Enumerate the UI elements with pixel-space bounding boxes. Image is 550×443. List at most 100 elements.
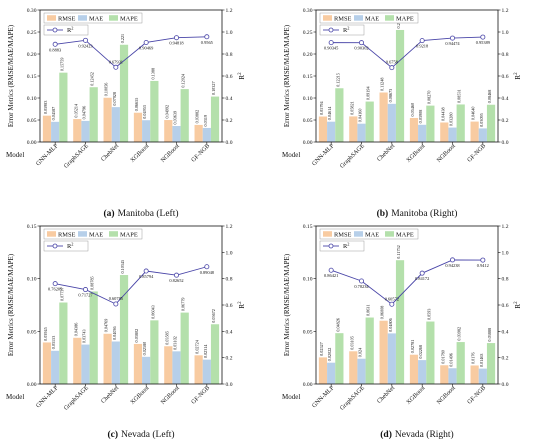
- bar-rmse-1: [73, 119, 82, 142]
- chart-panel-b: 0.05794 0.04614 0.12215 GNN-MLP 0.05821 0.041…: [282, 8, 522, 219]
- legend-swatch-rmse: [47, 15, 56, 21]
- legend-label-r2: R2: [343, 242, 349, 251]
- bar-mae-4: [172, 125, 181, 142]
- panel-caption: (c) Nevada (Left): [107, 429, 174, 440]
- y2-axis-title-sup: 2: [238, 72, 243, 75]
- y-tick-label-1: 0.05: [27, 329, 37, 335]
- legend-label-r2-main: R: [343, 27, 348, 34]
- bar-mape-2: [119, 275, 129, 384]
- bar-mape-2: [395, 260, 405, 384]
- data-label-rmse-5: 0.04640: [471, 106, 476, 120]
- r2-point-2: [389, 65, 395, 71]
- bar-mae-5: [478, 368, 487, 384]
- panel-caption: (b) Manitoba (Right): [377, 208, 458, 219]
- category-label-3: XGBoost: [129, 142, 151, 164]
- y2-tick-label-3: 0.6: [226, 303, 233, 309]
- bar-mae-5: [202, 359, 211, 384]
- r2-label-2: 0.60572: [385, 296, 399, 301]
- legend-swatch-mae: [354, 15, 363, 21]
- y2-axis-title: R2: [238, 72, 246, 80]
- y2-tick-label-5: 1.0: [502, 250, 509, 256]
- y2-tick-label-5: 1.0: [502, 30, 509, 36]
- r2-label-1: 0.71727: [78, 293, 93, 298]
- y-tick-label-2: 0.10: [303, 96, 313, 102]
- data-label-rmse-0: 0.05983: [43, 101, 48, 115]
- legend-box-r2: [43, 240, 89, 252]
- data-label-mape-3: 0.0593: [426, 309, 431, 321]
- legend-label-r2: R2: [67, 242, 73, 251]
- data-label-mae-2: 0.04036: [112, 326, 117, 340]
- category-label-4: NGBoost: [159, 384, 181, 406]
- y-axis-title: Error Metrics (RMSE/MAE/MAPE): [7, 24, 15, 127]
- panel-caption-label: (c): [107, 429, 118, 440]
- bar-rmse-4: [164, 346, 173, 384]
- y2-tick-label-0: 0.0: [226, 382, 233, 388]
- data-label-mae-3: 0.02580: [142, 342, 147, 356]
- r2-point-3: [143, 39, 149, 45]
- data-label-mae-5: 0.01463: [479, 353, 484, 367]
- legend: RMSE MAE MAPE R2: [319, 228, 419, 252]
- r2-label-3: 0.90469: [139, 45, 154, 50]
- y2-tick-label-0: 0.0: [226, 140, 233, 146]
- bar-mae-1: [357, 358, 366, 384]
- bar-rmse-2: [103, 333, 112, 384]
- legend-label-r2-main: R: [67, 243, 72, 250]
- y-axis-title: Error Metrics (RMSE/MAE/MAPE): [283, 24, 291, 127]
- bar-mae-0: [51, 350, 60, 384]
- data-label-mape-0: 0.12215: [335, 73, 340, 87]
- y2-tick-label-4: 0.8: [502, 52, 509, 58]
- bar-mae-5: [202, 127, 211, 142]
- data-label-mape-1: 0.12452: [90, 72, 95, 86]
- data-label-mape-1: 0.08785: [90, 276, 95, 290]
- x-axis-title: Model: [282, 393, 300, 401]
- category-label-0: GNN-MLP: [311, 142, 336, 167]
- r2-label-2: 0.6758: [386, 60, 399, 65]
- data-label-rmse-0: 0.02527: [319, 342, 324, 356]
- data-label-mape-5: 0.05672: [211, 309, 216, 323]
- r2-label-0: 0.76209: [48, 287, 63, 292]
- r2-point-4: [173, 272, 179, 278]
- data-label-rmse-1: 0.05214: [73, 103, 78, 118]
- y-tick-label-2: 0.10: [303, 277, 313, 283]
- data-label-mae-5: 0.02314: [203, 344, 208, 359]
- y-tick-label-1: 0.05: [303, 329, 313, 335]
- x-axis-title: Model: [6, 393, 24, 401]
- data-label-mae-0: 0.03153: [51, 336, 56, 350]
- bar-mae-4: [172, 351, 181, 384]
- y2-axis-title-main: R: [514, 75, 522, 80]
- data-label-rmse-4: 0.04992: [164, 105, 169, 119]
- legend-swatch-rmse: [47, 231, 56, 237]
- legend-box-r2: [319, 24, 365, 36]
- category-label-4: NGBoost: [435, 384, 457, 406]
- bar-rmse-0: [42, 115, 52, 142]
- data-label-mae-1: 0.04796: [82, 106, 87, 120]
- data-label-mape-2: 0.10345: [120, 260, 125, 274]
- legend-swatch-mae: [354, 231, 363, 237]
- y-tick-label-4: 0.20: [27, 52, 37, 58]
- bar-rmse-4: [164, 120, 173, 142]
- y2-axis-title-sup: 2: [514, 301, 519, 304]
- r2-label-5: 0.9412: [477, 263, 489, 268]
- category-label-5: GF-NGB: [466, 384, 487, 405]
- y2-tick-label-4: 0.8: [226, 52, 233, 58]
- r2-label-0: 0.90345: [324, 46, 339, 51]
- bar-rmse-1: [349, 116, 358, 142]
- category-label-2: ChebNet: [100, 142, 121, 163]
- r2-point-1: [358, 40, 364, 46]
- y-axis-title: Error Metrics (RMSE/MAE/MAPE): [7, 253, 15, 356]
- bar-mae-3: [418, 124, 427, 142]
- data-label-mae-2: 0.08673: [388, 89, 393, 103]
- y-tick-label-2: 0.10: [27, 277, 37, 283]
- panel-caption: (a) Manitoba (Left): [103, 208, 178, 219]
- data-label-rmse-2: 0.11248: [380, 78, 385, 91]
- legend-label-mae: MAE: [365, 231, 379, 238]
- bar-mape-1: [365, 101, 374, 142]
- data-label-mae-1: 0.04160: [358, 109, 363, 123]
- legend-swatch-mape: [109, 231, 118, 237]
- data-label-mape-1: 0.0631: [366, 305, 371, 317]
- data-label-mae-0: 0.02022: [327, 348, 332, 362]
- legend-swatch-mae: [78, 15, 87, 21]
- chart-panel-a: 0.05983 0.04587 0.15759 GNN-MLP 0.05214 0.047…: [6, 8, 246, 219]
- bar-mape-3: [426, 321, 435, 384]
- x-axis-title: Model: [6, 151, 24, 159]
